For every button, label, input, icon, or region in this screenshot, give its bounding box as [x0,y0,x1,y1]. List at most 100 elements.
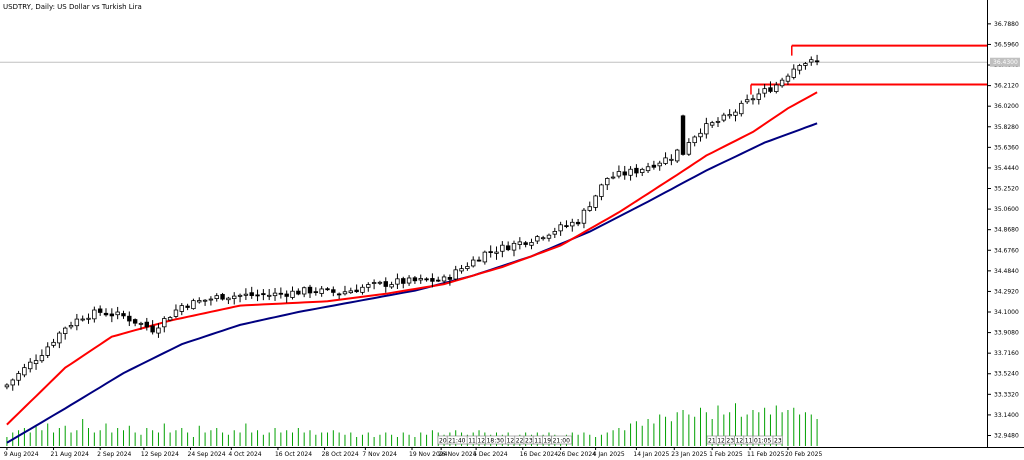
volume-label: 11 [468,438,476,445]
candle [744,94,750,104]
candle-body [389,284,394,288]
candle [336,292,342,300]
candle-body [156,327,161,334]
volume-label-box [551,435,572,445]
candle-body [127,315,132,322]
candle-body [505,245,511,251]
volume-label: 19 [543,438,551,445]
candle [680,114,686,156]
candle [791,64,796,80]
candle [121,310,126,319]
candle-body [809,59,814,63]
candle-body [418,278,423,281]
candle [278,287,284,299]
candle [179,303,184,316]
candle [45,342,50,359]
candle [33,354,39,370]
candle-body [476,259,482,262]
y-tick-label: 34.6760 [994,247,1019,254]
candle [581,208,587,229]
candle [68,321,74,330]
candle-body [663,157,668,164]
candle-body [115,311,120,316]
x-tick-label: 11 Feb 2025 [747,451,785,458]
candle-body [488,251,493,254]
candle-body [272,292,278,297]
candle [10,378,15,391]
volume-label: 12 [507,438,515,445]
candle [331,286,336,297]
y-tick-label: 36.5960 [994,41,1019,48]
volume-label: 21:00 [553,438,570,445]
candle [739,100,744,117]
candle-body [634,167,639,174]
candle-body [331,289,336,293]
candle-body [371,282,377,284]
candle [220,292,225,301]
candle [809,56,814,66]
candle [214,293,219,302]
candle [57,331,62,349]
candle [675,148,680,163]
candle [127,311,132,327]
candle [610,171,616,180]
candle-body [424,278,429,281]
candle-body [517,241,523,245]
y-tick-label: 35.4440 [994,165,1019,172]
candle [342,285,348,296]
candle [634,164,639,178]
ma-fast-line [6,91,818,426]
x-tick-label: 2 Sep 2024 [97,451,131,458]
candle [389,281,394,289]
candle [616,165,622,179]
candle-body [628,168,633,176]
x-tick-label: 9 Aug 2024 [4,451,39,458]
candle [173,304,179,319]
candle [418,274,423,284]
volume-label: 12 [717,438,725,445]
candle [453,265,458,281]
candle [138,321,144,330]
x-tick-label: 4 Jan 2025 [593,451,625,458]
candle [721,112,727,123]
y-tick-label: 35.0600 [994,206,1019,213]
candle [266,289,272,301]
candle-body [680,115,686,155]
candle [208,296,214,306]
candle [814,54,820,66]
candle [284,290,289,303]
candle-body [325,288,330,291]
candle-body [535,236,540,242]
candle-body [640,168,645,173]
candle-body [465,266,470,269]
x-tick-label: 24 Sep 2024 [188,451,226,458]
candle-body [342,291,348,295]
candle-body [441,276,447,282]
candle-body [744,99,750,103]
candle-body [669,158,674,161]
candle [272,288,278,301]
candle-body [51,341,56,346]
candle [325,287,330,291]
candle-body [453,269,458,280]
candle-body [645,166,651,172]
candle [459,264,464,274]
candle [669,154,674,166]
candle-body [657,162,662,167]
candle [436,276,441,283]
candle [494,246,499,260]
candle-body [232,295,237,299]
candle-body [197,300,202,303]
candle [500,241,505,258]
x-tick-label: 7 Nov 2024 [362,451,397,458]
candle [628,166,633,181]
candle-body [540,237,546,240]
volume-label: 12 [477,438,485,445]
candle [197,297,202,304]
candle [261,289,266,301]
candle-body [692,136,697,144]
candle [692,135,697,147]
candle [232,292,237,305]
candle-body [616,171,622,177]
